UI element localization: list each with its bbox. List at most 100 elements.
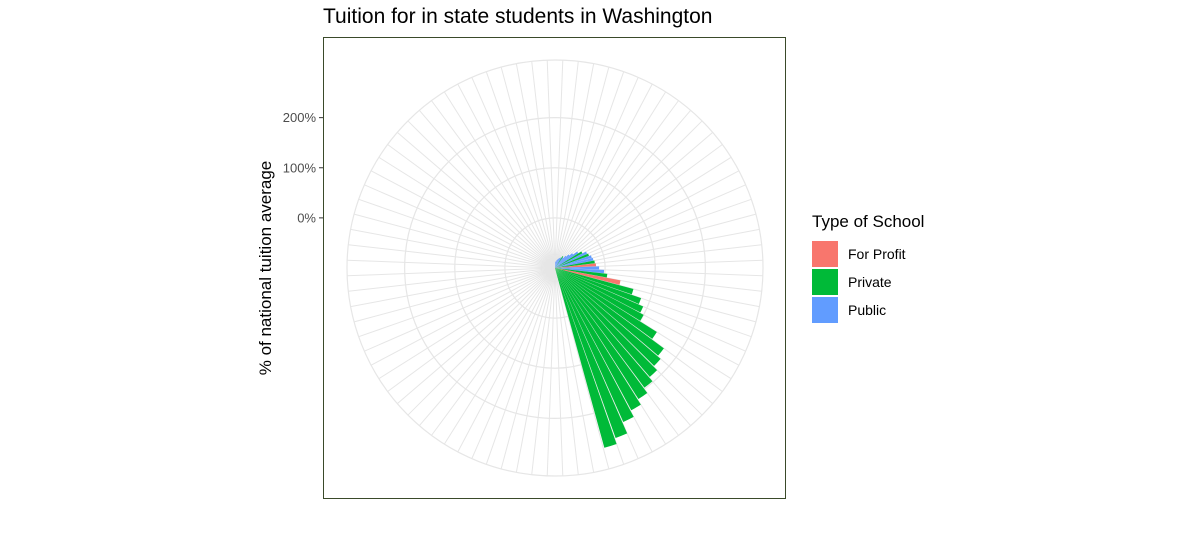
bar-private [555,268,628,438]
bar-private [555,268,641,411]
bar-public [555,251,579,268]
grid-circle [504,217,606,319]
legend: Type of School For Profit Private Public [812,212,924,324]
grid-circle [404,117,706,419]
grid-spoke [485,267,556,465]
grid-spoke [554,77,639,269]
y-tick-label: 0% [297,210,316,225]
grid-spoke [554,66,610,269]
bar-private [555,268,642,304]
bar-private [555,268,664,356]
grid-spoke [554,91,667,269]
grid-spoke [471,267,556,459]
bar-private [555,268,644,313]
bar-public [555,257,564,268]
grid-spoke [370,170,556,269]
grid-spoke [378,267,556,380]
grid-spoke [378,156,556,269]
grid-spoke [554,83,653,269]
bar-private [555,256,564,268]
grid-spoke [554,144,723,269]
grid-spoke [407,267,556,416]
grid-spoke [554,184,746,269]
grid-spoke [397,131,556,269]
grid-spoke [353,267,556,323]
bar-public [555,261,556,268]
grid-spoke [554,267,713,405]
grid-spoke [353,213,556,269]
legend-key-private [812,269,838,295]
bar-public [555,261,557,268]
polar-grid [346,59,764,477]
bar-public [555,255,592,268]
grid-spoke [546,267,556,476]
bars [555,251,664,448]
legend-key-for-profit [812,241,838,267]
grid-spoke [554,170,740,269]
grid-spoke [554,267,723,392]
grid-spoke [554,267,639,459]
grid-spoke [515,267,556,473]
legend-label-private: Private [848,274,892,290]
bar-private [555,268,657,339]
grid-spoke [347,267,556,277]
grid-spoke [443,91,556,269]
grid-spoke [370,267,556,366]
grid-spoke [364,184,556,269]
legend-item-private: Private [812,268,924,296]
grid-spoke [554,267,667,445]
grid-spoke [358,267,556,338]
grid-spoke [515,63,556,269]
grid-spoke [418,110,556,269]
legend-key-public [812,297,838,323]
grid-spoke [554,267,763,277]
legend-item-for-profit: For Profit [812,240,924,268]
bar-public [555,257,594,268]
bar-public [555,260,558,268]
bar-public [555,268,605,274]
bar-private [555,268,617,448]
bar-public [555,258,559,268]
bar-public [555,259,558,268]
grid-spoke [554,60,564,269]
grid-spoke [457,267,556,453]
bar-public [555,257,561,268]
bar-private [555,268,608,278]
grid-spoke [531,267,556,475]
grid-spoke [554,267,625,465]
bar-private [555,268,661,366]
grid-spoke [554,267,579,475]
bar-private [555,268,644,321]
bar-public [555,253,574,268]
grid-spoke [554,244,762,269]
grid-spoke [554,156,732,269]
grid-circle [454,167,656,369]
bar-for-profit [555,268,621,285]
grid-spoke [397,267,556,405]
grid-circle [346,59,764,477]
chart-title: Tuition for in state students in Washing… [323,5,713,28]
bar-public [555,251,588,268]
grid-spoke [554,61,579,269]
y-tick-label: 100% [283,160,317,175]
grid-spoke [457,83,556,269]
grid-spoke [348,267,556,292]
bar-private [555,268,648,400]
grid-spoke [485,71,556,269]
grid-spoke [347,259,556,269]
bar-public [555,255,567,268]
grid-spoke [554,131,713,269]
grid-spoke [554,267,740,366]
bar-private [555,268,634,422]
legend-label-for-profit: For Profit [848,246,906,262]
grid-spoke [348,244,556,269]
legend-label-public: Public [848,302,887,318]
grid-spoke [364,267,556,352]
grid-spoke [554,267,610,470]
grid-spoke [554,267,564,476]
grid-spoke [358,198,556,269]
grid-spoke [431,100,556,269]
grid-spoke [471,77,556,269]
bar-public [555,254,570,268]
